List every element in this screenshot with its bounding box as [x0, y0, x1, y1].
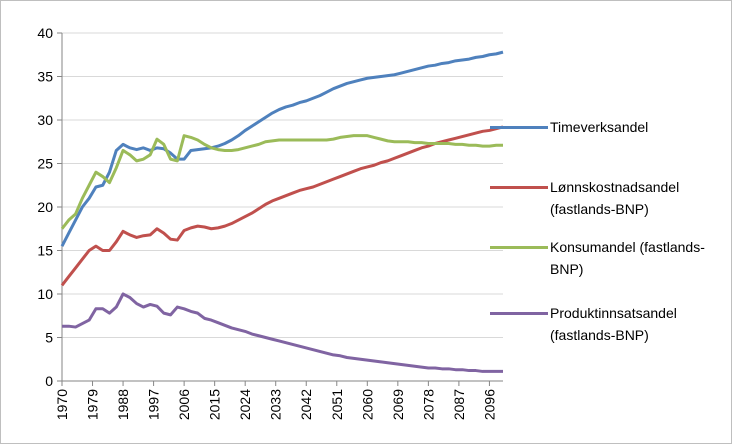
x-tick-label: 2024: [237, 389, 253, 420]
x-tick-label: 2051: [329, 389, 345, 420]
x-tick-label: 1988: [115, 389, 131, 420]
y-tick-label: 40: [37, 25, 53, 41]
x-tick-label: 1979: [85, 389, 101, 420]
series-line: [60, 125, 504, 287]
legend-entry: Produktinnsatsandel (fastlands-BNP): [490, 302, 726, 346]
legend-label: Produktinnsatsandel (fastlands-BNP): [550, 305, 677, 343]
legend-marker: [490, 246, 548, 249]
x-tick-label: 2042: [298, 389, 314, 420]
legend-marker: [490, 126, 548, 129]
legend-label: Lønnskostnadsandel (fastlands-BNP): [550, 179, 680, 217]
y-tick-label: 15: [37, 243, 53, 259]
y-tick-label: 35: [37, 69, 53, 85]
y-tick-label: 20: [37, 199, 53, 215]
y-tick-label: 10: [37, 286, 53, 302]
x-tick-label: 2078: [420, 389, 436, 420]
x-tick-label: 2069: [390, 389, 406, 420]
x-tick-label: 2087: [451, 389, 467, 420]
x-tick-label: 1970: [54, 389, 70, 420]
x-tick-label: 2060: [359, 389, 375, 420]
legend-entry: Konsumandel (fastlands-BNP): [490, 236, 726, 280]
x-tick-label: 2033: [268, 389, 284, 420]
y-tick-label: 25: [37, 156, 53, 172]
x-tick-label: 1997: [146, 389, 162, 420]
x-tick-label: 2015: [207, 389, 223, 420]
series-line: [62, 292, 503, 373]
legend-marker: [490, 312, 548, 315]
y-tick-label: 30: [37, 112, 53, 128]
series-line: [60, 134, 503, 230]
legend-entry: Timeverksandel: [490, 116, 726, 138]
legend-marker: [490, 186, 548, 189]
x-tick-label: 2006: [176, 389, 192, 420]
y-tick-label: 0: [45, 373, 53, 389]
x-tick-label: 2096: [481, 389, 497, 420]
legend-label: Konsumandel (fastlands-BNP): [550, 239, 705, 277]
y-tick-label: 5: [45, 330, 53, 346]
series-line: [60, 50, 504, 247]
legend-label: Timeverksandel: [550, 119, 649, 135]
legend-entry: Lønnskostnadsandel (fastlands-BNP): [490, 176, 726, 220]
